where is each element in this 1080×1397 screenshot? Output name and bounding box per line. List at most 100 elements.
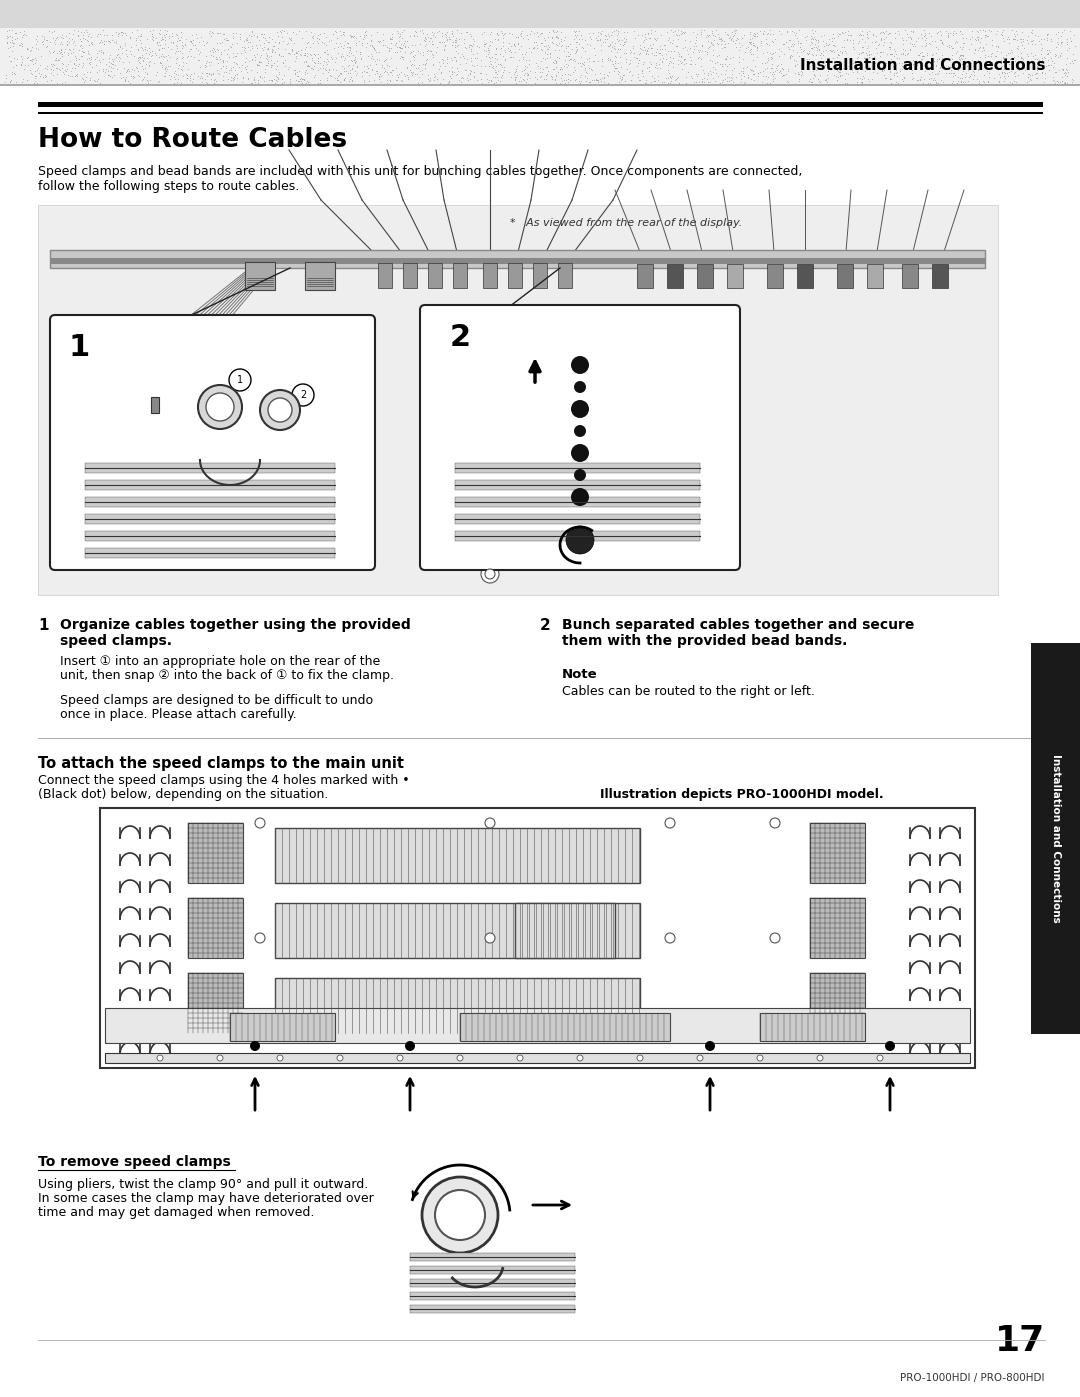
Point — [553, 56, 570, 78]
Point — [729, 27, 746, 49]
Point — [849, 32, 866, 54]
Point — [580, 21, 597, 43]
Point — [544, 20, 562, 42]
Point — [986, 45, 1003, 67]
Point — [83, 47, 100, 70]
Point — [75, 41, 92, 63]
Point — [637, 68, 654, 91]
Point — [593, 70, 610, 92]
Point — [913, 66, 930, 88]
Point — [303, 47, 321, 70]
Point — [183, 63, 200, 85]
Point — [769, 54, 786, 77]
Point — [971, 46, 988, 68]
Point — [27, 36, 44, 59]
Point — [18, 46, 36, 68]
Point — [849, 50, 866, 73]
Point — [450, 28, 468, 50]
Point — [1040, 59, 1057, 81]
Point — [519, 63, 537, 85]
Point — [170, 57, 187, 80]
Point — [782, 46, 799, 68]
Point — [712, 28, 729, 50]
Point — [465, 31, 483, 53]
Point — [242, 31, 259, 53]
Point — [548, 52, 565, 74]
Point — [305, 54, 322, 77]
Point — [204, 45, 221, 67]
Point — [16, 54, 33, 77]
Point — [207, 47, 225, 70]
Point — [997, 67, 1014, 89]
Point — [759, 49, 777, 71]
Point — [253, 36, 270, 59]
Point — [702, 35, 719, 57]
Point — [1028, 59, 1045, 81]
Point — [489, 28, 507, 50]
Point — [562, 64, 579, 87]
Point — [121, 27, 138, 49]
Text: 2: 2 — [450, 324, 471, 352]
Point — [370, 66, 388, 88]
Point — [113, 21, 131, 43]
Point — [846, 38, 863, 60]
Point — [1053, 31, 1070, 53]
Point — [341, 36, 359, 59]
Point — [782, 45, 799, 67]
Point — [811, 38, 828, 60]
Bar — [85, 548, 335, 557]
Point — [44, 27, 62, 49]
Point — [807, 20, 824, 42]
Bar — [508, 263, 522, 288]
Point — [494, 24, 511, 46]
Point — [298, 56, 315, 78]
Point — [584, 49, 602, 71]
Point — [376, 50, 393, 73]
Point — [1054, 70, 1071, 92]
Point — [370, 41, 388, 63]
Point — [167, 47, 185, 70]
Point — [885, 45, 902, 67]
Point — [319, 68, 336, 91]
Point — [577, 41, 594, 63]
Point — [213, 43, 230, 66]
Point — [572, 24, 590, 46]
Point — [443, 61, 460, 84]
Point — [923, 45, 941, 67]
Point — [368, 60, 386, 82]
Point — [642, 27, 659, 49]
Point — [68, 46, 85, 68]
Point — [651, 56, 669, 78]
Point — [184, 68, 201, 91]
Point — [683, 53, 700, 75]
Point — [899, 24, 916, 46]
Point — [100, 56, 118, 78]
Point — [811, 64, 828, 87]
Point — [510, 27, 527, 49]
Point — [19, 46, 37, 68]
Point — [454, 66, 471, 88]
Circle shape — [292, 384, 314, 407]
Point — [237, 56, 254, 78]
Point — [6, 28, 24, 50]
Point — [920, 31, 937, 53]
Point — [861, 43, 878, 66]
Point — [243, 49, 260, 71]
Point — [916, 60, 933, 82]
Point — [130, 49, 147, 71]
Point — [897, 43, 915, 66]
Point — [963, 20, 981, 42]
Point — [24, 47, 41, 70]
Point — [226, 59, 243, 81]
Point — [1007, 25, 1024, 47]
Point — [777, 31, 794, 53]
Point — [549, 34, 566, 56]
Point — [740, 66, 757, 88]
Point — [551, 32, 568, 54]
Point — [173, 34, 190, 56]
Point — [336, 21, 353, 43]
Point — [118, 61, 135, 84]
Text: In some cases the clamp may have deteriorated over: In some cases the clamp may have deterio… — [38, 1192, 374, 1206]
Point — [185, 61, 202, 84]
Point — [431, 31, 448, 53]
